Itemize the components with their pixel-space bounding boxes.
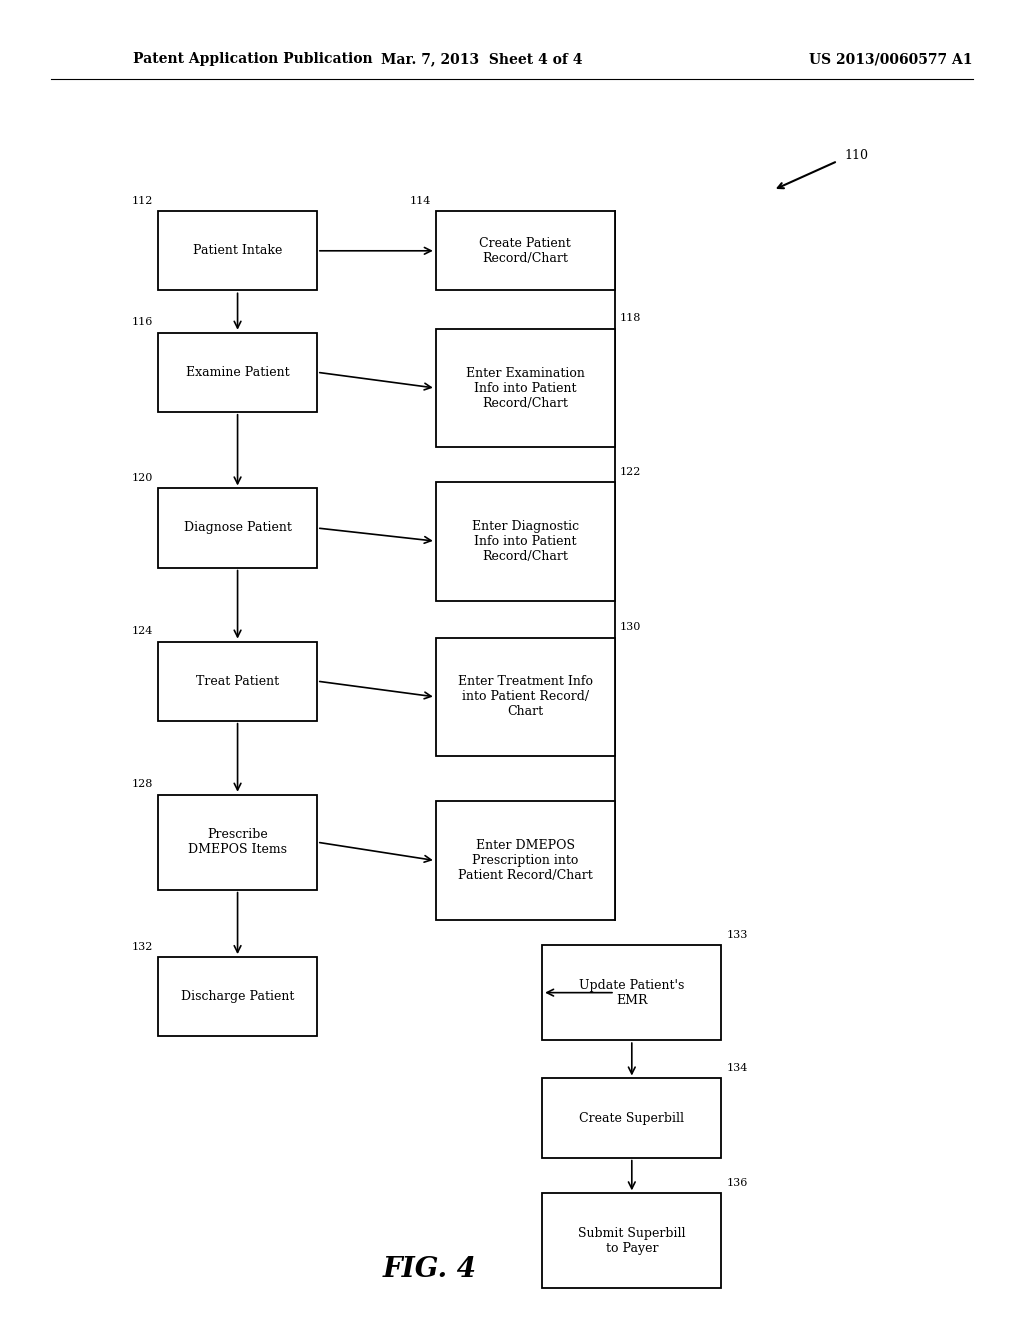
Text: Patient Intake: Patient Intake (193, 244, 283, 257)
Text: 112: 112 (132, 195, 154, 206)
Text: 118: 118 (621, 313, 641, 323)
Text: Enter Diagnostic
Info into Patient
Record/Chart: Enter Diagnostic Info into Patient Recor… (472, 520, 579, 562)
Text: Prescribe
DMEPOS Items: Prescribe DMEPOS Items (188, 828, 287, 857)
Text: 133: 133 (727, 929, 748, 940)
Text: Enter Examination
Info into Patient
Record/Chart: Enter Examination Info into Patient Reco… (466, 367, 585, 409)
Bar (543, 1078, 721, 1158)
Bar (159, 333, 317, 412)
Bar (159, 795, 317, 890)
Bar (159, 642, 317, 721)
Bar (436, 638, 614, 756)
Text: FIG. 4: FIG. 4 (383, 1257, 477, 1283)
Text: 130: 130 (621, 622, 641, 632)
Text: 124: 124 (132, 626, 154, 636)
Text: 120: 120 (132, 473, 154, 483)
Text: Patent Application Publication: Patent Application Publication (133, 53, 373, 66)
Text: 132: 132 (132, 941, 154, 952)
Text: 122: 122 (621, 466, 641, 477)
Bar (436, 801, 614, 920)
Text: Create Superbill: Create Superbill (580, 1111, 684, 1125)
Text: US 2013/0060577 A1: US 2013/0060577 A1 (809, 53, 973, 66)
Text: Discharge Patient: Discharge Patient (181, 990, 294, 1003)
Bar (159, 957, 317, 1036)
Bar (436, 482, 614, 601)
Text: Enter Treatment Info
into Patient Record/
Chart: Enter Treatment Info into Patient Record… (458, 676, 593, 718)
Bar (436, 329, 614, 447)
Bar (543, 1193, 721, 1288)
Text: 128: 128 (132, 779, 154, 789)
Text: 110: 110 (845, 149, 868, 162)
Text: Treat Patient: Treat Patient (196, 675, 280, 688)
Text: 116: 116 (132, 317, 154, 327)
Bar (159, 488, 317, 568)
Text: Create Patient
Record/Chart: Create Patient Record/Chart (479, 236, 571, 265)
Text: Submit Superbill
to Payer: Submit Superbill to Payer (579, 1226, 685, 1255)
Text: Update Patient's
EMR: Update Patient's EMR (580, 978, 684, 1007)
Text: Diagnose Patient: Diagnose Patient (183, 521, 292, 535)
Text: Enter DMEPOS
Prescription into
Patient Record/Chart: Enter DMEPOS Prescription into Patient R… (458, 840, 593, 882)
Text: 134: 134 (727, 1063, 748, 1073)
Bar (543, 945, 721, 1040)
Text: 136: 136 (727, 1177, 748, 1188)
Bar (159, 211, 317, 290)
Bar (436, 211, 614, 290)
Text: Examine Patient: Examine Patient (185, 366, 290, 379)
Text: Mar. 7, 2013  Sheet 4 of 4: Mar. 7, 2013 Sheet 4 of 4 (381, 53, 582, 66)
Text: 114: 114 (410, 195, 430, 206)
